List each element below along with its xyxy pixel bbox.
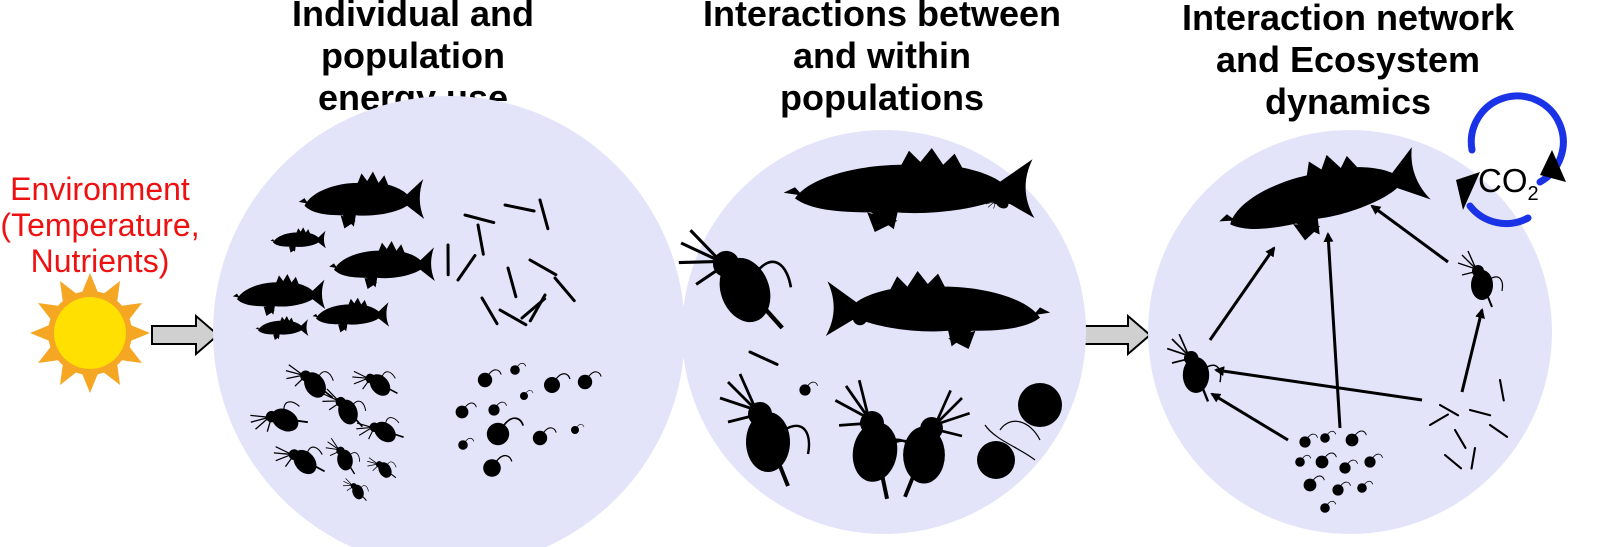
algae-cell-icon	[1018, 383, 1062, 427]
sun-icon	[30, 273, 150, 393]
panel-3-title-line-3: dynamics	[1265, 81, 1431, 122]
arrow-filaments-to-zoo	[1214, 366, 1423, 402]
block-arrow-3	[1083, 315, 1151, 355]
panel-1-title-line-1: Individual and	[292, 0, 534, 34]
environment-line-2: (Temperature,	[0, 207, 199, 243]
arrow-algae-to-fish	[1323, 232, 1342, 429]
panel-3-title: Interaction network and Ecosystem dynami…	[1182, 0, 1515, 122]
environment-label: Environment (Temperature, Nutrients)	[0, 171, 199, 279]
panel-3-circle	[1148, 130, 1552, 534]
arrow-filaments-to-zoo2	[1460, 308, 1485, 393]
panel-2-title: Interactions between and within populati…	[703, 0, 1061, 118]
environment-line-3: Nutrients)	[31, 243, 170, 279]
co2-cycle-icon: CO2	[1456, 92, 1567, 228]
environment-line-1: Environment	[10, 171, 190, 207]
panel-3-network	[1165, 136, 1511, 514]
cycle-arrowhead-right	[1540, 150, 1566, 182]
arrow-zoo2-to-fish	[1370, 204, 1449, 264]
panel-2-title-line-1: Interactions between	[703, 0, 1061, 34]
panel-1-title-line-2: population	[321, 35, 505, 76]
cycle-arrowhead-left	[1456, 172, 1480, 210]
algae-cell-icon	[977, 441, 1015, 479]
arrow-zoo-to-fish	[1208, 246, 1276, 341]
panel-2-title-line-2: and within	[793, 35, 971, 76]
panel-2-algae-group	[977, 383, 1062, 479]
panel-3-title-line-1: Interaction network	[1182, 0, 1515, 38]
arrow-algae-to-zoo	[1210, 392, 1289, 442]
block-arrow-1	[151, 315, 219, 355]
co2-label: CO2	[1478, 162, 1539, 205]
panel-2-title-line-3: populations	[780, 77, 984, 118]
panel-3-title-line-2: and Ecosystem	[1216, 39, 1480, 80]
